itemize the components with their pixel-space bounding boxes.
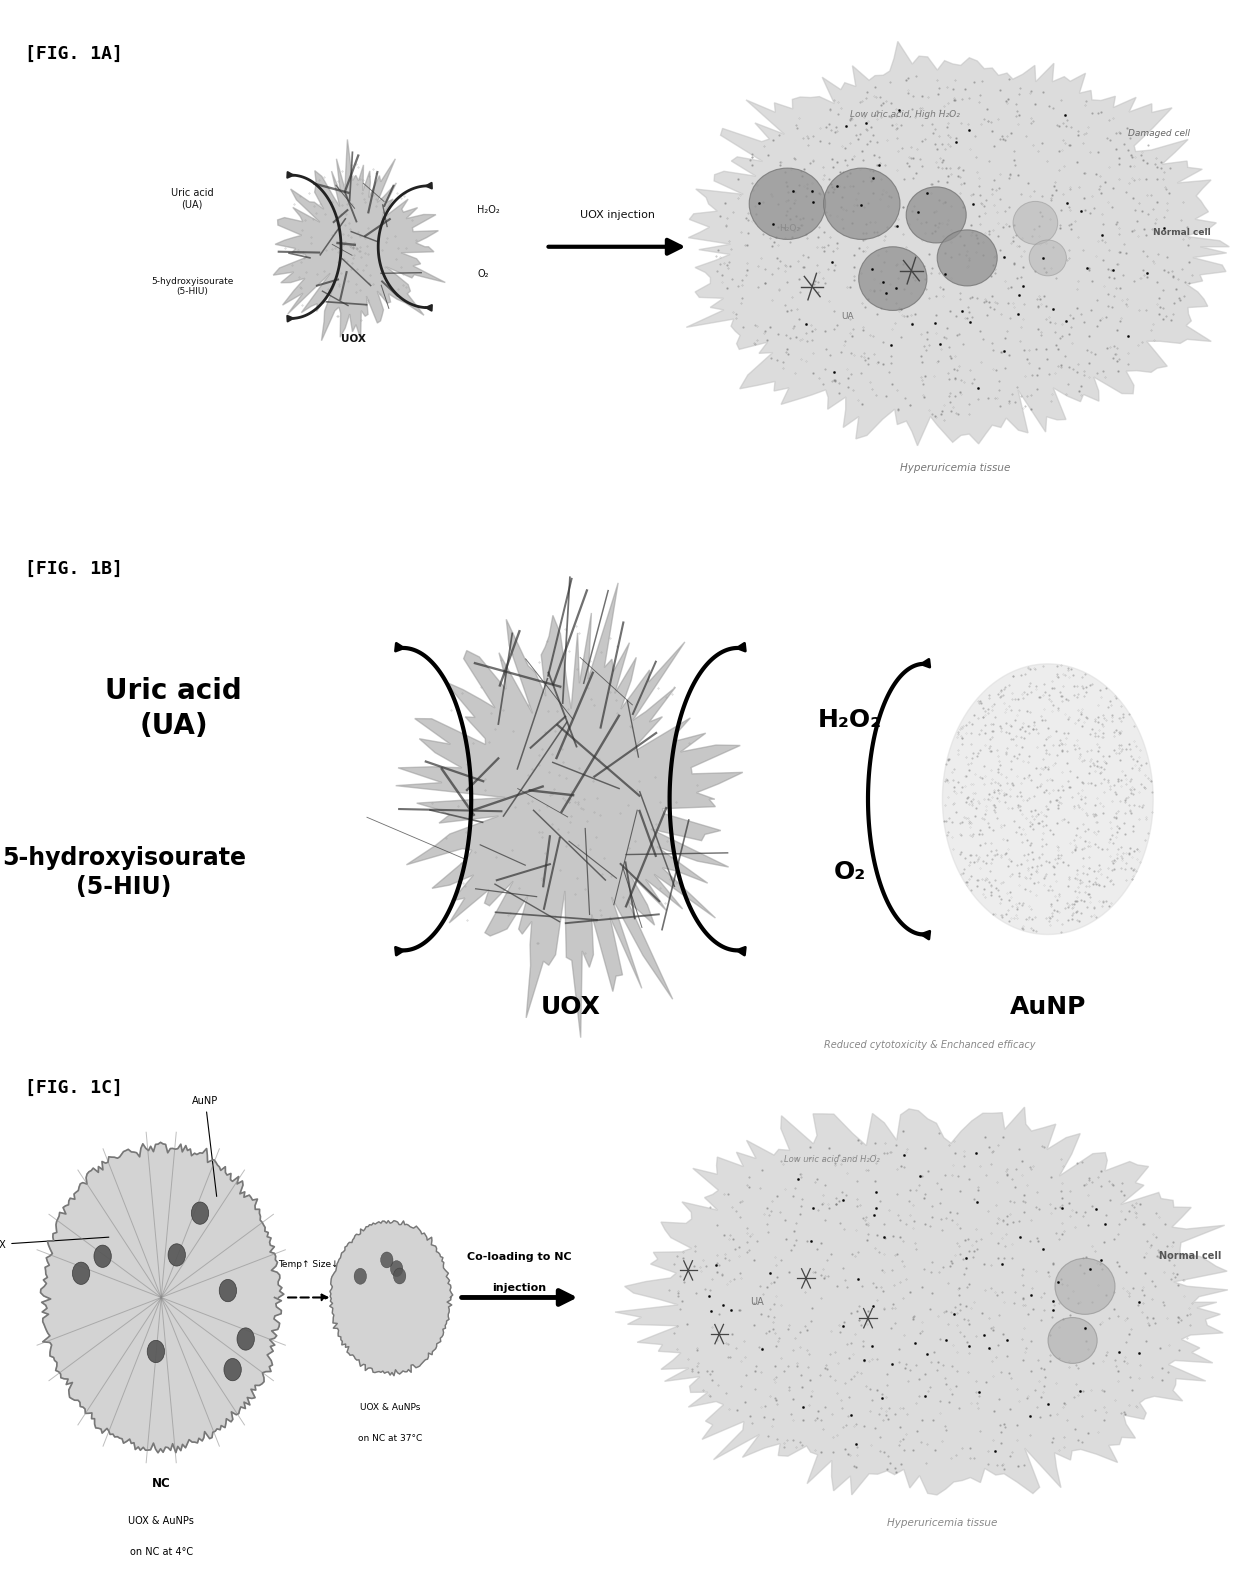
Circle shape: [94, 1245, 112, 1267]
Text: [FIG. 1B]: [FIG. 1B]: [25, 560, 123, 578]
Polygon shape: [615, 1106, 1228, 1495]
Text: AuNP: AuNP: [192, 1097, 218, 1197]
Ellipse shape: [906, 186, 966, 244]
Circle shape: [148, 1340, 165, 1363]
Text: 5-hydroxyisourate
(5-HIU): 5-hydroxyisourate (5-HIU): [151, 277, 233, 296]
Text: UOX: UOX: [341, 334, 366, 344]
Text: Uric acid
(UA): Uric acid (UA): [171, 188, 213, 210]
Text: UOX: UOX: [0, 1237, 109, 1250]
Text: 5-hydroxyisourate
(5-HIU): 5-hydroxyisourate (5-HIU): [2, 845, 246, 899]
Text: H₂O₂: H₂O₂: [779, 224, 800, 232]
Text: Normal cell: Normal cell: [1153, 228, 1210, 237]
Text: O₂: O₂: [833, 860, 866, 885]
Text: Low uric acid and H₂O₂: Low uric acid and H₂O₂: [785, 1154, 880, 1164]
Circle shape: [393, 1269, 405, 1285]
Polygon shape: [942, 664, 1153, 935]
Text: Normal cell: Normal cell: [1158, 1251, 1221, 1261]
Text: UOX: UOX: [541, 995, 600, 1019]
Polygon shape: [330, 1221, 453, 1375]
Polygon shape: [396, 583, 743, 1038]
Circle shape: [219, 1280, 237, 1302]
Text: Reduced cytotoxicity & Enchanced efficacy: Reduced cytotoxicity & Enchanced efficac…: [825, 1040, 1035, 1049]
Circle shape: [191, 1202, 208, 1224]
Text: Temp↑ Size↓: Temp↑ Size↓: [279, 1259, 339, 1269]
Text: Hyperuricemia tissue: Hyperuricemia tissue: [887, 1519, 998, 1528]
Circle shape: [237, 1328, 254, 1350]
Text: UOX & AuNPs: UOX & AuNPs: [128, 1516, 195, 1525]
Text: Low uric acid, High H₂O₂: Low uric acid, High H₂O₂: [851, 110, 960, 119]
Ellipse shape: [937, 229, 997, 287]
Ellipse shape: [823, 169, 900, 239]
Circle shape: [381, 1251, 393, 1267]
Text: H₂O₂: H₂O₂: [817, 707, 882, 732]
Ellipse shape: [749, 169, 826, 239]
Circle shape: [391, 1261, 403, 1277]
Polygon shape: [273, 140, 445, 341]
Text: on NC at 4°C: on NC at 4°C: [130, 1547, 192, 1557]
Text: UOX injection: UOX injection: [580, 210, 655, 220]
Ellipse shape: [858, 247, 928, 310]
Text: injection: injection: [492, 1283, 547, 1293]
Ellipse shape: [1048, 1318, 1097, 1363]
Text: Uric acid
(UA): Uric acid (UA): [105, 677, 242, 740]
Text: UA: UA: [750, 1297, 764, 1307]
Text: [FIG. 1A]: [FIG. 1A]: [25, 45, 123, 62]
Text: H₂O₂: H₂O₂: [477, 205, 500, 215]
Text: NC: NC: [151, 1477, 171, 1490]
Text: [FIG. 1C]: [FIG. 1C]: [25, 1079, 123, 1097]
Text: AuNP: AuNP: [1009, 995, 1086, 1019]
Ellipse shape: [1055, 1258, 1115, 1315]
Text: UA: UA: [842, 312, 854, 322]
Circle shape: [72, 1262, 89, 1285]
Circle shape: [224, 1358, 242, 1380]
Text: UOX & AuNPs: UOX & AuNPs: [361, 1403, 420, 1412]
Circle shape: [355, 1269, 367, 1285]
Ellipse shape: [1029, 240, 1066, 275]
Polygon shape: [41, 1143, 284, 1453]
Text: Co-loading to NC: Co-loading to NC: [467, 1253, 572, 1262]
Circle shape: [169, 1243, 186, 1266]
Text: O₂: O₂: [477, 269, 489, 279]
Text: on NC at 37°C: on NC at 37°C: [358, 1434, 423, 1444]
Text: Hyperuricemia tissue: Hyperuricemia tissue: [899, 463, 1011, 473]
Ellipse shape: [1013, 202, 1058, 245]
Polygon shape: [686, 41, 1229, 446]
Text: Damaged cell: Damaged cell: [1127, 129, 1189, 139]
